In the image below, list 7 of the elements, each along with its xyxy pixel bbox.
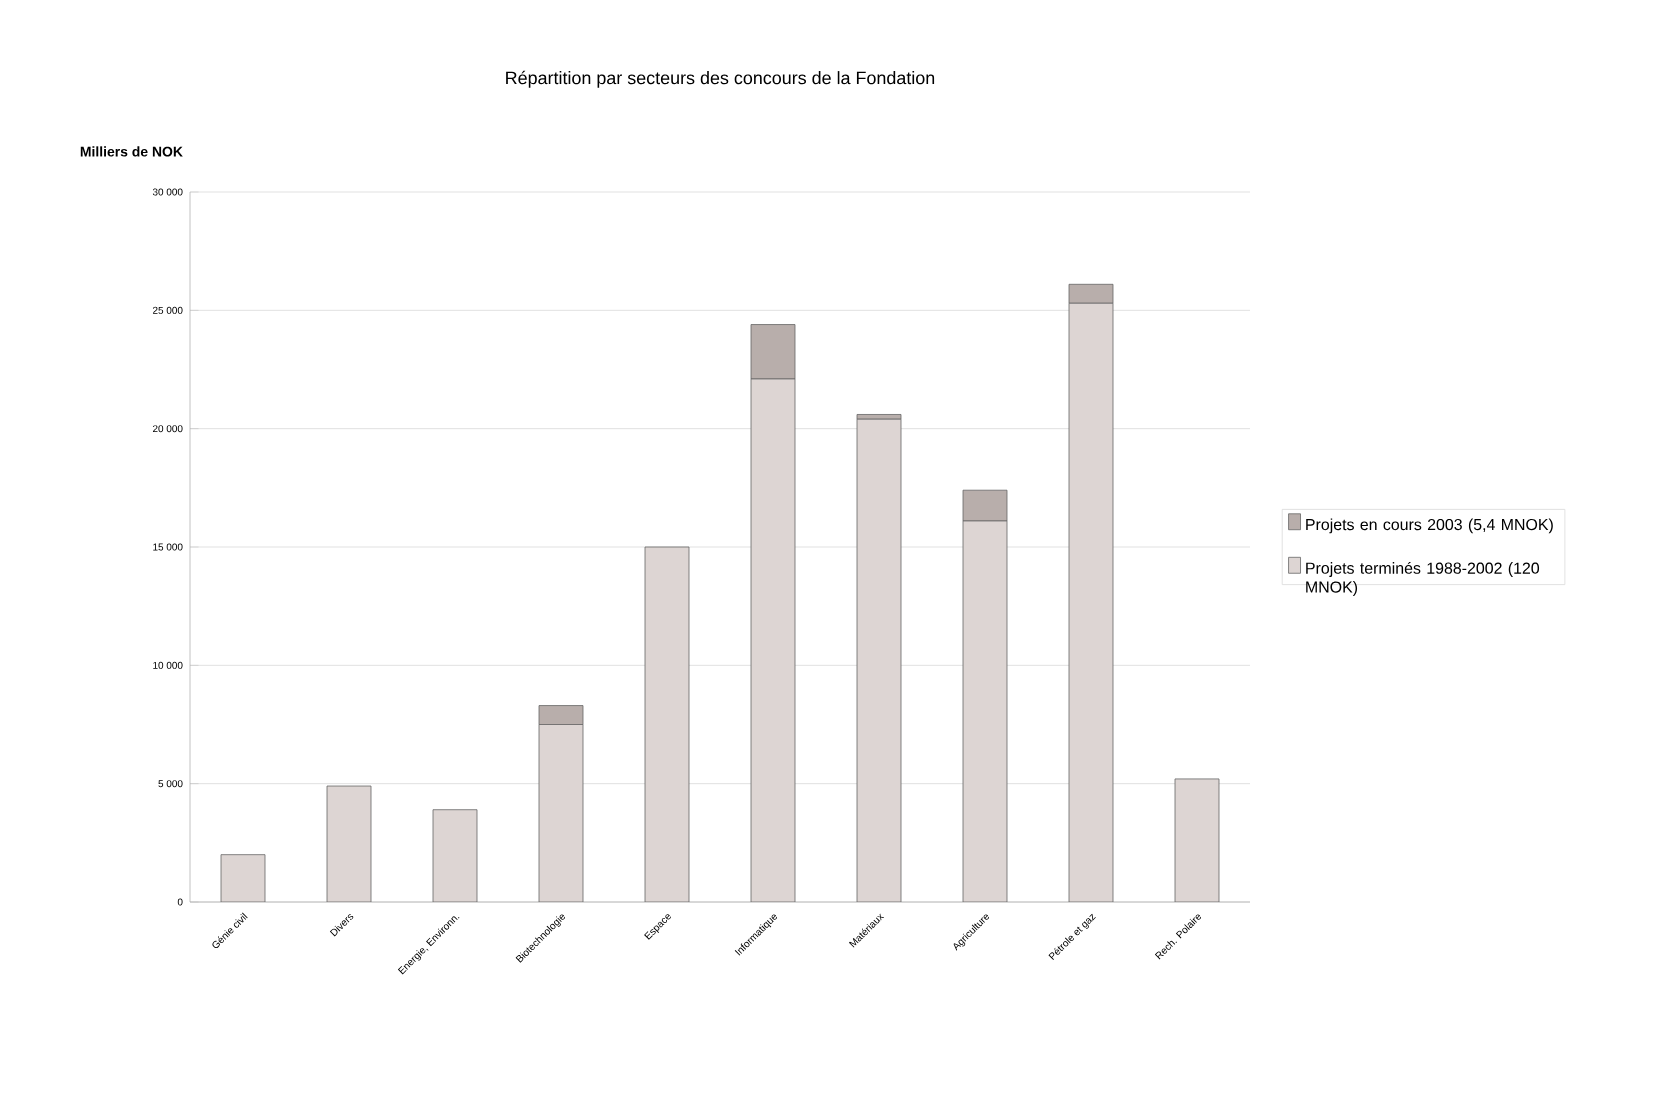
bar <box>856 414 902 420</box>
bar <box>962 489 1008 522</box>
bar <box>432 809 478 902</box>
bar <box>538 705 584 725</box>
bar <box>220 854 266 902</box>
bar <box>750 324 796 380</box>
chart-title: Répartition par secteurs des concours de la Fondation <box>506 70 935 88</box>
